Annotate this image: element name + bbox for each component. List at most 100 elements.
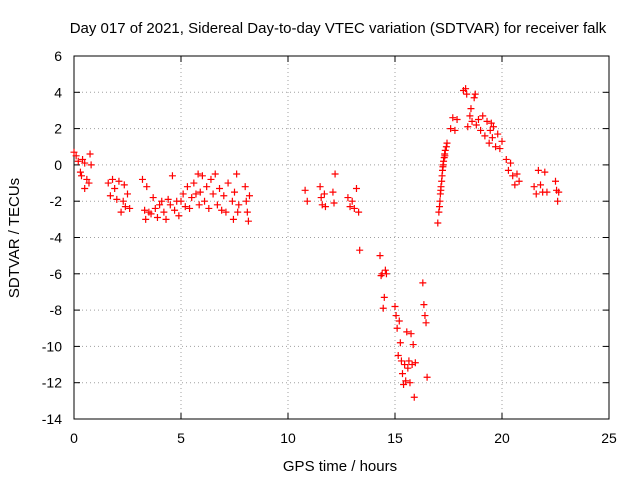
data-point (513, 170, 521, 178)
data-point (397, 357, 405, 365)
data-point (423, 373, 431, 381)
data-point (400, 381, 408, 389)
y-tick-label: -6 (50, 266, 63, 282)
data-point (552, 177, 559, 185)
data-point (410, 393, 418, 401)
data-point (203, 183, 211, 191)
y-tick-label: -8 (50, 302, 63, 318)
data-point (329, 188, 337, 196)
data-point (462, 85, 470, 93)
data-point (79, 155, 87, 163)
data-point (76, 168, 84, 176)
data-point (242, 197, 250, 205)
data-point (355, 208, 363, 216)
data-point (393, 324, 401, 332)
data-point (474, 116, 482, 124)
data-point (331, 170, 339, 178)
data-point (356, 246, 364, 254)
data-point (201, 197, 209, 205)
data-point (301, 186, 309, 194)
data-point (321, 203, 329, 211)
data-point (407, 330, 415, 338)
data-point (435, 208, 443, 216)
data-point (466, 112, 474, 120)
data-point (121, 203, 129, 211)
data-point (120, 181, 128, 189)
data-point (164, 195, 172, 203)
data-point (115, 177, 123, 185)
data-point (471, 90, 479, 98)
y-tick-label: -12 (42, 375, 62, 391)
data-point (492, 143, 500, 151)
data-point (303, 197, 311, 205)
data-point (507, 159, 515, 167)
data-point (382, 270, 390, 278)
ticks: 0 5 10 15 20 25 -14 -12 -10 -8 -6 -4 -2 0 2 4 6 (42, 48, 617, 446)
data-point (190, 179, 198, 187)
data-point (498, 137, 506, 145)
data-point (72, 152, 80, 160)
data-point (85, 179, 93, 187)
data-point (515, 177, 523, 185)
y-tick-label: 2 (54, 121, 62, 137)
data-point (479, 112, 487, 120)
data-point (106, 192, 114, 200)
data-point (403, 328, 411, 336)
data-point (209, 190, 217, 198)
data-point (195, 201, 203, 209)
data-point (404, 364, 412, 372)
data-point (151, 204, 159, 212)
data-point (406, 379, 414, 387)
data-point (483, 117, 491, 125)
y-tick-label: -4 (50, 230, 63, 246)
data-point (494, 130, 502, 138)
data-point (392, 312, 400, 320)
data-point (175, 212, 183, 220)
data-point (141, 206, 149, 214)
data-point (113, 195, 121, 203)
data-point (171, 206, 179, 214)
data-point (179, 190, 187, 198)
data-point (467, 105, 475, 113)
data-point (434, 219, 442, 227)
data-point (477, 126, 485, 134)
data-point (504, 166, 512, 174)
data-point (541, 168, 549, 176)
data-point (235, 201, 243, 209)
data-point (160, 208, 168, 216)
x-tick-label: 5 (177, 430, 185, 446)
data-point (472, 121, 480, 129)
data-point (481, 132, 489, 140)
data-point (409, 341, 417, 349)
data-point (117, 208, 125, 216)
data-point (411, 359, 419, 367)
data-point (396, 339, 404, 347)
data-point (245, 192, 253, 200)
data-point (320, 190, 328, 198)
data-point (391, 302, 399, 310)
data-point (87, 161, 95, 169)
data-point (166, 201, 174, 209)
data-point (104, 179, 112, 187)
data-point (348, 197, 356, 205)
data-point (511, 181, 519, 189)
data-point (126, 204, 134, 212)
data-point (124, 190, 131, 198)
data-point (381, 266, 389, 274)
data-point (468, 117, 476, 125)
data-point (395, 317, 403, 325)
data-point (77, 172, 85, 180)
data-point (401, 361, 409, 369)
data-point (317, 194, 325, 202)
data-point (70, 148, 78, 156)
data-series (70, 85, 563, 401)
data-point (487, 119, 495, 127)
x-axis-label: GPS time / hours (283, 458, 397, 475)
data-point (440, 157, 448, 165)
data-point (534, 166, 542, 174)
data-point (543, 188, 551, 196)
data-point (233, 170, 241, 178)
data-point (443, 139, 451, 147)
